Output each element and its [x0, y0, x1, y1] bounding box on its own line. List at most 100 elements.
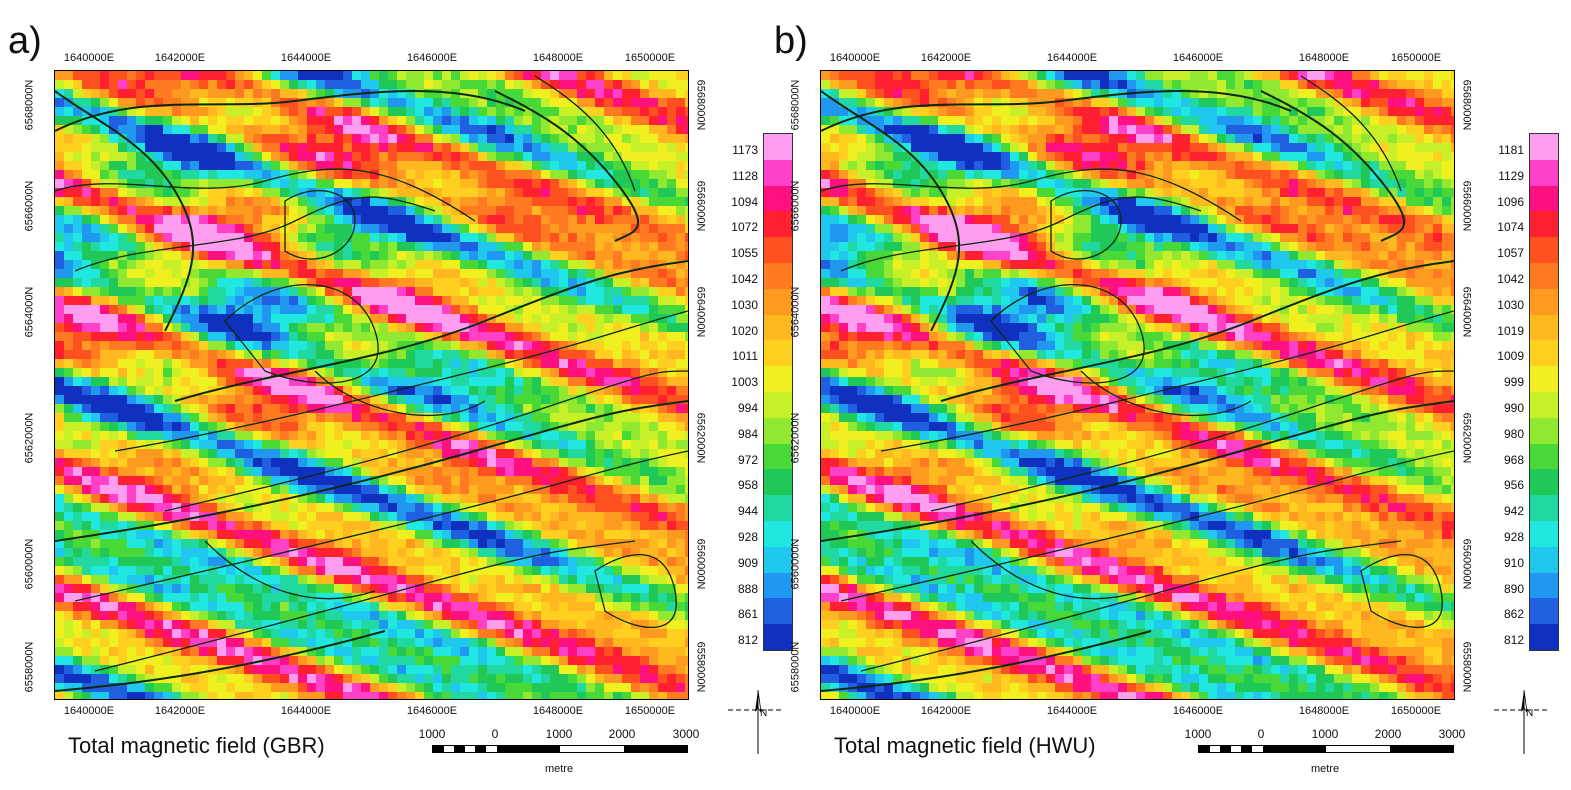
map-cell: [100, 530, 110, 540]
map-cell: [523, 422, 533, 432]
map-cell: [658, 278, 668, 288]
map-cell: [451, 332, 461, 342]
map-cell: [577, 224, 587, 234]
map-cell: [514, 350, 524, 360]
map-cell: [397, 521, 407, 531]
map-cell: [181, 413, 191, 423]
map-cell: [361, 80, 371, 90]
map-cell: [397, 170, 407, 180]
map-cell: [541, 458, 551, 468]
map-cell: [289, 458, 299, 468]
map-cell: [217, 305, 227, 315]
map-cell: [316, 584, 326, 594]
map-cell: [676, 512, 686, 522]
map-cell: [271, 593, 281, 603]
map-cell: [559, 206, 569, 216]
map-cell: [352, 440, 362, 450]
map-cell: [316, 530, 326, 540]
map-cell: [208, 296, 218, 306]
map-cell: [613, 503, 623, 513]
map-cell: [568, 422, 578, 432]
map-cell: [532, 548, 542, 558]
map-cell: [379, 224, 389, 234]
map-cell: [199, 161, 209, 171]
map-cell: [172, 656, 182, 666]
map-cell: [514, 512, 524, 522]
map-cell: [199, 152, 209, 162]
map-cell: [181, 620, 191, 630]
map-cell: [343, 494, 353, 504]
map-cell: [343, 530, 353, 540]
map-cell: [658, 287, 668, 297]
map-cell: [523, 575, 533, 585]
map-cell: [361, 152, 371, 162]
map-cell: [73, 80, 83, 90]
map-cell: [640, 116, 650, 126]
map-cell: [604, 152, 614, 162]
map-cell: [415, 674, 425, 684]
map-cell: [172, 377, 182, 387]
map-cell: [289, 575, 299, 585]
map-cell: [388, 413, 398, 423]
map-cell: [73, 170, 83, 180]
map-cell: [100, 323, 110, 333]
map-cell: [73, 323, 83, 333]
map-cell: [244, 215, 254, 225]
map-cell: [55, 647, 65, 657]
map-cell: [487, 629, 497, 639]
map-cell: [82, 674, 92, 684]
map-cell: [487, 386, 497, 396]
map-cell: [154, 521, 164, 531]
map-cell: [676, 242, 686, 252]
map-cell: [433, 143, 443, 153]
map-cell: [442, 116, 452, 126]
map-cell: [514, 674, 524, 684]
map-cell: [289, 179, 299, 189]
map-cell: [289, 539, 299, 549]
map-cell: [667, 188, 677, 198]
map-cell: [505, 368, 515, 378]
map-cell: [64, 386, 74, 396]
map-cell: [343, 512, 353, 522]
map-cell: [640, 512, 650, 522]
map-cell: [550, 494, 560, 504]
map-cell: [487, 134, 497, 144]
map-cell: [82, 557, 92, 567]
map-cell: [325, 314, 335, 324]
map-cell: [550, 620, 560, 630]
map-cell: [424, 161, 434, 171]
map-cell: [649, 404, 659, 414]
map-cell: [154, 647, 164, 657]
map-cell: [496, 152, 506, 162]
map-cell: [127, 242, 137, 252]
map-cell: [307, 602, 317, 612]
map-cell: [154, 512, 164, 522]
map-cell: [289, 188, 299, 198]
map-cell: [460, 116, 470, 126]
map-cell: [568, 593, 578, 603]
map-cell: [406, 395, 416, 405]
map-cell: [586, 80, 596, 90]
map-cell: [415, 692, 425, 699]
map-cell: [145, 395, 155, 405]
map-cell: [667, 476, 677, 486]
map-cell: [532, 251, 542, 261]
map-cell: [136, 476, 146, 486]
map-cell: [586, 314, 596, 324]
map-cell: [109, 80, 119, 90]
map-cell: [451, 692, 461, 699]
map-cell: [280, 296, 290, 306]
map-cell: [253, 215, 263, 225]
map-cell: [154, 548, 164, 558]
map-cell: [136, 557, 146, 567]
map-cell: [181, 368, 191, 378]
map-cell: [631, 170, 641, 180]
map-cell: [649, 242, 659, 252]
map-cell: [487, 359, 497, 369]
map-cell: [541, 287, 551, 297]
map-cell: [415, 665, 425, 675]
map-cell: [541, 485, 551, 495]
map-cell: [478, 215, 488, 225]
map-cell: [667, 152, 677, 162]
map-cell: [334, 278, 344, 288]
